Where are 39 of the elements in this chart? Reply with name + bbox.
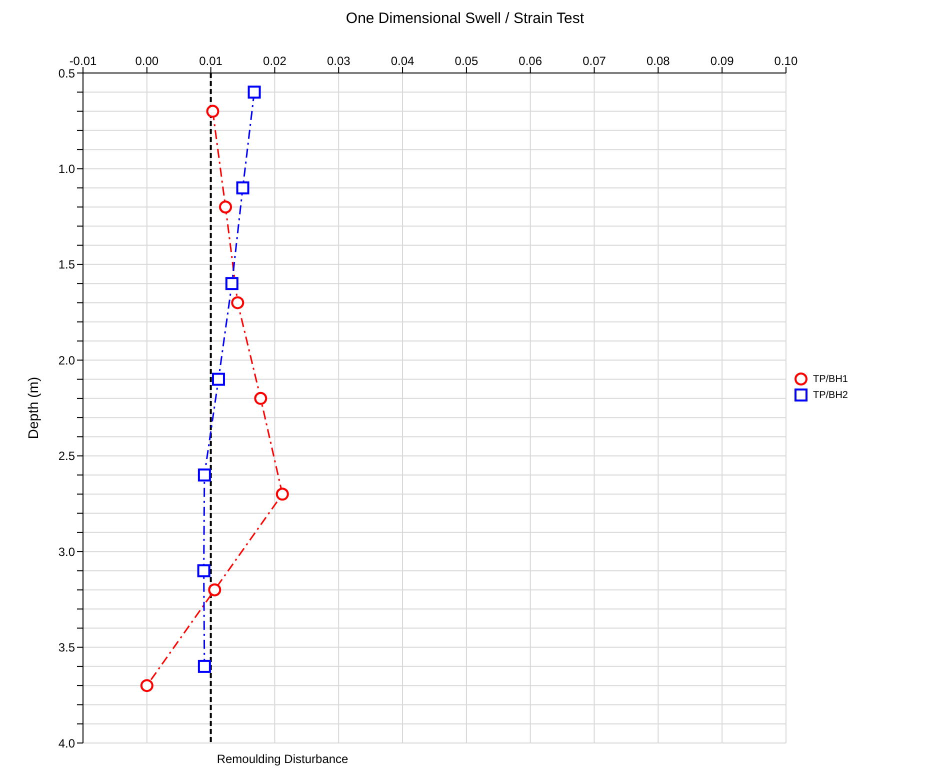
text: 0.10: [774, 54, 798, 68]
chart-title: One Dimensional Swell / Strain Test: [344, 10, 586, 27]
y-tick-label: 0.5: [58, 66, 76, 80]
legend-label: TP/BH2: [812, 390, 848, 400]
point: [197, 564, 210, 578]
x-tick-label: 0.03: [326, 54, 351, 68]
point: [198, 468, 211, 482]
x-tick-label: 0.01: [199, 54, 223, 68]
x-tick-label: -0.01: [69, 54, 97, 68]
point: [225, 277, 238, 290]
y-tick-label: 1.0: [58, 162, 76, 176]
x-tick-label: 0.04: [390, 54, 415, 68]
x-tick-label: 0.07: [582, 54, 606, 68]
point: [236, 181, 250, 194]
y-tick-label: 3.5: [58, 640, 76, 655]
y-tick-label: 1.5: [58, 258, 76, 272]
x-tick-label: 0.06: [518, 54, 542, 68]
point: [231, 296, 244, 310]
point: [212, 372, 225, 386]
point: [254, 392, 268, 405]
y-tick-label: 2.5: [58, 449, 76, 464]
y-tick-label: 3.0: [58, 544, 76, 559]
x-tick-label: 0.05: [454, 54, 478, 68]
ref-line-label: Remoulding Disturbance: [216, 752, 349, 766]
text: 0.00: [135, 54, 159, 68]
y-axis-title: Depth (m): [24, 376, 41, 440]
point: [206, 104, 220, 118]
y-tick-label: 2.0: [58, 353, 76, 368]
point: [219, 200, 232, 214]
point: [198, 660, 211, 673]
point: [208, 583, 222, 596]
point: [140, 679, 154, 692]
y-tick-label: 4.0: [58, 736, 76, 750]
x-tick-label: 0.02: [263, 54, 287, 68]
point: [248, 86, 261, 99]
legend-label: TP/BH1: [812, 374, 848, 384]
x-tick-label: 0.09: [710, 54, 734, 68]
x-tick-label: 0.08: [646, 54, 670, 68]
point: [276, 488, 289, 501]
